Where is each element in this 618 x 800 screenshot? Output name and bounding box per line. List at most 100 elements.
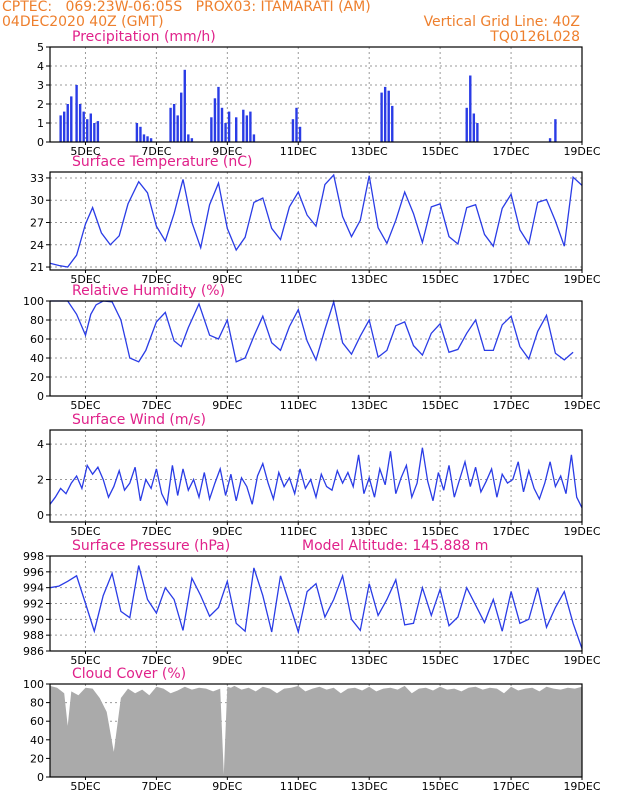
precip-bar xyxy=(220,107,224,142)
temp-series-line xyxy=(49,173,583,268)
temp-ytick-label: 21 xyxy=(30,261,44,274)
pressure-ytick-label: 986 xyxy=(23,645,44,658)
wind-xtick-label: 13DEC xyxy=(351,525,388,538)
precip-bar xyxy=(476,123,479,142)
cloud-xtick-label: 7DEC xyxy=(141,780,171,793)
pressure-ytick-label: 996 xyxy=(23,566,44,579)
precip-bar xyxy=(149,138,153,142)
precip-bar xyxy=(227,111,231,142)
rh-xtick-label: 17DEC xyxy=(493,399,530,412)
precip-bar xyxy=(139,126,142,142)
cloud-ytick-label: 100 xyxy=(23,678,44,691)
rh-xtick-label: 13DEC xyxy=(351,399,388,412)
precip-title: Precipitation (mm/h) xyxy=(72,29,216,45)
rh-ytick-label: 100 xyxy=(23,295,44,308)
pressure-xtick-label: 9DEC xyxy=(212,654,242,667)
precip-bar xyxy=(252,134,256,142)
rh-ytick-label: 40 xyxy=(30,352,44,365)
cloud-xtick-label: 11DEC xyxy=(280,780,317,793)
wind-xtick-label: 17DEC xyxy=(493,525,530,538)
precip-bar xyxy=(93,123,96,142)
temp-xtick-label: 5DEC xyxy=(70,273,100,286)
precip-bar xyxy=(66,104,69,142)
temp-ytick-label: 27 xyxy=(30,216,44,229)
cloud-ytick-label: 0 xyxy=(37,771,44,784)
precip-bar xyxy=(59,115,62,142)
pressure-xtick-label: 17DEC xyxy=(493,654,530,667)
wind-xtick-label: 11DEC xyxy=(280,525,317,538)
precip-bar xyxy=(96,121,100,142)
precip-bar xyxy=(249,111,252,142)
cloud-ytick-label: 80 xyxy=(30,697,44,710)
precip-bar xyxy=(391,105,394,142)
precip-xtick-label: 13DEC xyxy=(351,145,388,158)
wind-ytick-label: 4 xyxy=(37,438,44,451)
temp-title: Surface Temperature (nC) xyxy=(72,154,253,170)
precip-bar xyxy=(70,96,73,142)
precip-bar xyxy=(172,104,176,142)
rh-ytick-label: 60 xyxy=(30,333,44,346)
pressure-ytick-label: 994 xyxy=(23,582,44,595)
precip-xtick-label: 5DEC xyxy=(70,145,100,158)
precip-ytick-label: 5 xyxy=(37,41,44,54)
wind-title: Surface Wind (m/s) xyxy=(72,412,206,428)
precip-bar xyxy=(469,75,472,142)
pressure-xtick-label: 11DEC xyxy=(280,654,317,667)
header-grid-note: Vertical Grid Line: 40Z xyxy=(423,14,580,30)
precip-bar xyxy=(554,119,557,142)
pressure-ytick-label: 992 xyxy=(23,598,44,611)
precip-bar xyxy=(291,119,295,142)
rh-series-line xyxy=(50,299,574,363)
precip-bar xyxy=(224,123,227,142)
wind-frame xyxy=(49,429,583,523)
wind-xtick-label: 15DEC xyxy=(422,525,459,538)
temp-xtick-label: 19DEC xyxy=(563,273,600,286)
pressure-ytick-label: 990 xyxy=(23,613,44,626)
cloud-xtick-label: 15DEC xyxy=(422,780,459,793)
precip-bar xyxy=(89,113,92,142)
wind-xtick-label: 19DEC xyxy=(563,525,600,538)
precip-bar xyxy=(75,85,78,142)
rh-ytick-label: 20 xyxy=(30,371,44,384)
wind-ytick-label: 2 xyxy=(37,474,44,487)
wind-panel: 0 2 4 5DEC 7DEC 9DEC 11DEC 13DEC 15DEC 17DEC 19DEC… xyxy=(37,412,601,538)
cloud-xtick-label: 5DEC xyxy=(70,780,100,793)
pressure-ytick-label: 998 xyxy=(23,550,44,563)
wind-series-line xyxy=(49,447,583,509)
precip-ytick-label: 0 xyxy=(37,136,44,149)
cloud-ytick-label: 20 xyxy=(30,752,44,765)
precip-bar xyxy=(142,134,146,142)
precip-ytick-label: 2 xyxy=(37,98,44,111)
temp-xtick-label: 7DEC xyxy=(141,273,171,286)
cloud-panel: 0 20 40 60 80 100 5DEC 7DEC 9DEC 11DEC 13DEC 15DEC 1… xyxy=(23,666,601,793)
precip-bar xyxy=(62,111,66,142)
temp-xtick-label: 15DEC xyxy=(422,273,459,286)
precip-bar xyxy=(82,111,85,142)
pressure-xtick-label: 15DEC xyxy=(422,654,459,667)
precip-panel: 0 1 2 3 4 5 5DEC 7DEC 9DEC 11DEC 13DEC 15DEC 17DEC 19… xyxy=(37,29,601,158)
precip-bar xyxy=(387,90,390,142)
precip-bar xyxy=(146,136,149,142)
precip-xtick-label: 7DEC xyxy=(141,145,171,158)
cloud-frame xyxy=(49,683,583,778)
precip-bar xyxy=(210,117,213,142)
precip-bar xyxy=(242,109,245,142)
rh-xtick-label: 7DEC xyxy=(141,399,171,412)
precip-frame xyxy=(49,46,583,143)
wind-xtick-label: 7DEC xyxy=(141,525,171,538)
rh-xtick-label: 9DEC xyxy=(212,399,242,412)
cloud-series-area xyxy=(50,685,582,777)
precip-bar xyxy=(135,123,139,142)
header: CPTEC: 069:23W-06:05S PROX03: ITAMARATI … xyxy=(0,0,618,48)
precip-xtick-label: 9DEC xyxy=(212,145,242,158)
precip-bar xyxy=(78,104,82,142)
precip-bar xyxy=(472,113,476,142)
wind-xtick-label: 9DEC xyxy=(212,525,242,538)
cloud-xtick-label: 9DEC xyxy=(212,780,242,793)
precip-bar xyxy=(86,119,89,142)
pressure-series-line xyxy=(49,565,583,649)
precip-bar xyxy=(176,115,179,142)
temp-xtick-label: 13DEC xyxy=(351,273,388,286)
precip-bar xyxy=(169,107,172,142)
